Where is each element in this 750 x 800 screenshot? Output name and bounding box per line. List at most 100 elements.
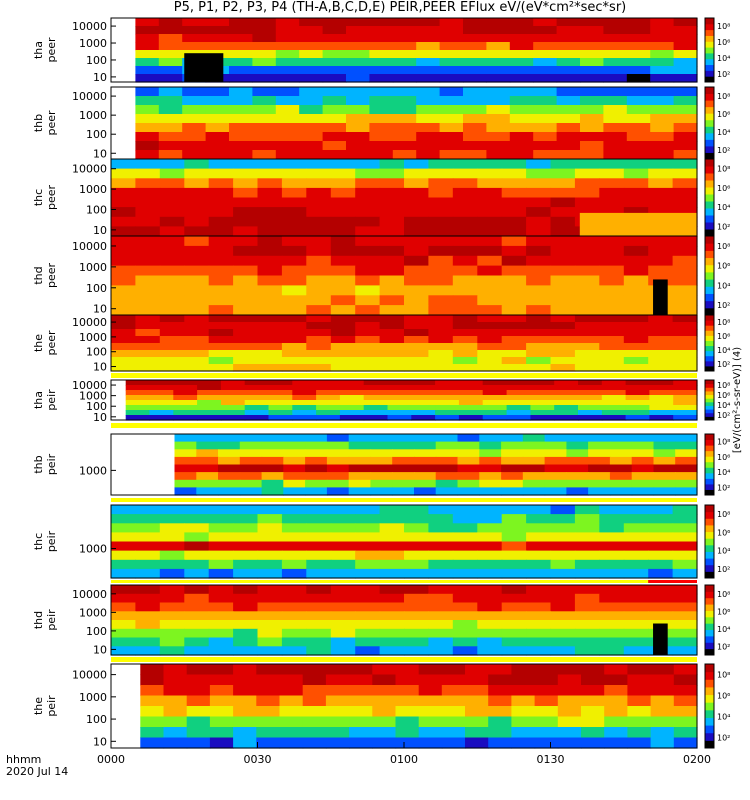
spectrogram-cell [623,315,649,323]
spectrogram-cell [355,187,381,199]
spectrogram-cell [414,479,437,488]
spectrogram-cell [370,441,393,450]
spectrogram-cell [379,350,405,358]
spectrogram-cell [209,664,234,676]
spectrogram-cell [588,456,611,466]
spectrogram-cell [428,602,454,612]
spectrogram-cell [163,716,188,728]
spectrogram-cell [574,305,600,316]
spectrogram-cell [439,132,464,142]
spectrogram-cell [506,405,531,411]
spectrogram-cell [159,305,185,316]
spectrogram-cell [257,315,283,323]
spectrogram-cell [196,472,219,481]
spectrogram-cell [302,695,327,707]
colorbar-segment [705,173,714,181]
spectrogram-cell [261,472,284,481]
spectrogram-cell [233,514,259,524]
y-axis-label: the [32,697,45,715]
spectrogram-cell [257,593,283,604]
spectrogram-cell [140,685,165,697]
colorbar-tick-label: 10⁶ [717,607,730,616]
spectrogram-cell [372,706,397,718]
spectrogram-cell [477,541,503,552]
spectrogram-cell [416,34,441,43]
spectrogram-cell [252,150,277,160]
spectrogram-cell [604,674,628,686]
spectrogram-cell [452,295,478,306]
colorbar-segment [705,725,714,734]
spectrogram-cell [257,236,283,247]
spectrogram-cell [111,336,136,344]
spectrogram-cell [159,315,185,323]
colorbar-tick-label: 10⁴ [717,713,730,722]
spectrogram-cell [159,207,185,218]
colorbar-tick-label: 10⁶ [717,184,730,193]
spectrogram-cell [299,26,324,35]
spectrogram-cell [111,541,136,552]
spectrogram-cell [339,410,365,416]
spectrogram-cell [135,541,161,552]
spectrogram-cell [501,628,527,639]
spectrogram-cell [511,737,536,749]
colorbar-segment [705,531,714,539]
spectrogram-cell [574,187,600,199]
spectrogram-cell [457,472,480,481]
spectrogram-cell [355,532,381,543]
spectrogram-cell [196,487,219,496]
spectrogram-cell [452,646,478,656]
spectrogram-cell [268,415,293,421]
spectrogram-cell [477,602,503,612]
colorbar-segment [705,159,714,167]
spectrogram-cell [322,50,347,59]
spectrogram-cell [316,380,341,386]
spectrogram-cell [526,265,552,277]
spectrogram-cell [411,395,436,401]
spectrogram-cell [196,479,219,488]
spectrogram-cell [603,18,628,27]
spectrogram-cell [404,236,429,247]
spectrogram-cell [599,275,625,286]
spectrogram-cell [463,42,487,51]
spectrogram-cell [574,585,600,595]
spectrogram-cell [463,87,487,97]
spectrogram-cell [623,523,649,533]
spectrogram-cell [111,236,136,247]
colorbar-tick-label: 10⁶ [717,110,730,119]
spectrogram-cell [326,479,350,488]
spectrogram-cell [653,479,676,488]
spectrogram-cell [452,197,478,208]
spectrogram-cell [330,568,356,579]
spectrogram-cell [650,105,675,115]
spectrogram-cell [578,410,603,416]
spectrogram-cell [404,550,429,561]
spectrogram-cell [392,456,415,466]
spectrogram-cell [435,441,459,450]
spectrogram-cell [392,58,417,67]
spectrogram-cell [239,456,263,466]
spectrogram-cell [233,343,259,351]
spectrogram-cell [416,123,441,133]
spectrogram-cell [574,255,600,267]
spectrogram-cell [184,216,210,227]
spectrogram-cell [441,737,466,749]
spectrogram-cell [111,357,136,365]
spectrogram-cell [550,315,576,323]
spectrogram-cell [631,449,655,458]
flag-bar [111,423,697,428]
spectrogram-cell [326,472,350,481]
spectrogram-cell [208,532,234,543]
spectrogram-cell [672,620,698,630]
spectrogram-cell [534,727,559,739]
spectrogram-cell [140,674,165,686]
spectrogram-cell [302,664,327,676]
spectrogram-cell [457,487,480,496]
spectrogram-cell [601,395,627,401]
spectrogram-cell [627,664,652,676]
y-tick-label: 10 [93,735,107,748]
spectrogram-cell [257,216,283,227]
spectrogram-cell [623,305,649,316]
spectrogram-cell [544,449,567,458]
spectrogram-cell [404,585,429,595]
spectrogram-cell [522,456,546,466]
